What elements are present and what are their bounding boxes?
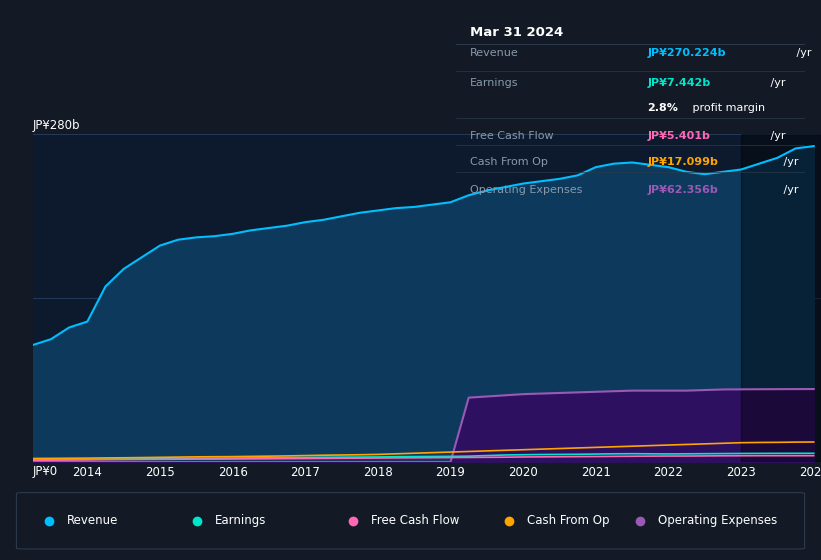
Text: JP¥17.099b: JP¥17.099b	[648, 157, 718, 167]
Text: Earnings: Earnings	[215, 514, 267, 528]
Text: Cash From Op: Cash From Op	[527, 514, 609, 528]
Text: JP¥62.356b: JP¥62.356b	[648, 185, 718, 195]
Text: JP¥0: JP¥0	[33, 465, 58, 478]
Text: JP¥5.401b: JP¥5.401b	[648, 130, 710, 141]
Text: Revenue: Revenue	[67, 514, 119, 528]
Text: /yr: /yr	[767, 78, 786, 88]
Text: Earnings: Earnings	[470, 78, 518, 88]
Text: Mar 31 2024: Mar 31 2024	[470, 26, 563, 39]
Text: /yr: /yr	[793, 48, 812, 58]
Text: Revenue: Revenue	[470, 48, 518, 58]
Bar	[741, 134, 821, 462]
Text: Operating Expenses: Operating Expenses	[470, 185, 582, 195]
Text: Operating Expenses: Operating Expenses	[658, 514, 777, 528]
Text: JP¥280b: JP¥280b	[33, 119, 80, 132]
Text: Cash From Op: Cash From Op	[470, 157, 548, 167]
Text: JP¥7.442b: JP¥7.442b	[648, 78, 711, 88]
Text: /yr: /yr	[780, 185, 799, 195]
Text: Free Cash Flow: Free Cash Flow	[470, 130, 553, 141]
Text: JP¥270.224b: JP¥270.224b	[648, 48, 726, 58]
Text: 2.8%: 2.8%	[648, 103, 678, 113]
Text: /yr: /yr	[780, 157, 799, 167]
Text: /yr: /yr	[767, 130, 786, 141]
Text: profit margin: profit margin	[690, 103, 765, 113]
Text: Free Cash Flow: Free Cash Flow	[371, 514, 460, 528]
